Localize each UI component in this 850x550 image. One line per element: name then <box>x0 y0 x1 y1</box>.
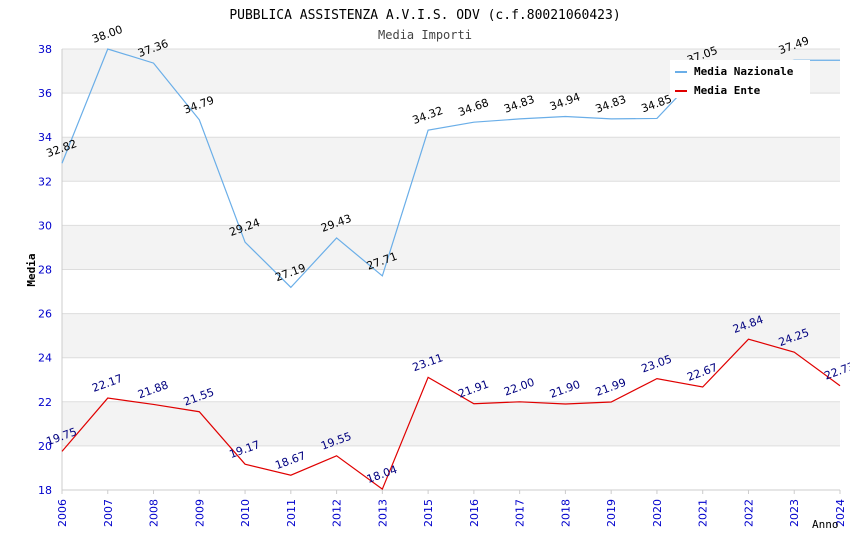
data-label: 21.90 <box>548 378 582 401</box>
grid-band <box>62 225 840 270</box>
x-tick-label: 2020 <box>651 499 664 527</box>
y-axis-label: Media <box>25 253 38 286</box>
series-line-media-ente <box>61 338 841 491</box>
x-tick-label: 2011 <box>285 499 298 527</box>
grid-lines <box>62 48 840 491</box>
grid-band <box>62 401 840 446</box>
data-label: 22.00 <box>502 376 536 399</box>
grid-band <box>62 313 840 358</box>
data-label: 34.68 <box>456 96 490 119</box>
data-label: 21.99 <box>594 376 628 399</box>
x-tick-label: 2006 <box>56 499 69 527</box>
chart-title: PUBBLICA ASSISTENZA A.V.I.S. ODV (c.f.80… <box>229 8 620 23</box>
data-label: 34.94 <box>548 90 582 113</box>
plot-background-bands <box>62 49 840 446</box>
data-label: 34.85 <box>640 92 674 115</box>
data-label: 18.67 <box>273 449 307 472</box>
x-tick-label: 2016 <box>468 499 481 527</box>
y-tick-label: 38 <box>38 43 52 56</box>
legend-box <box>670 60 810 98</box>
x-tick-label: 2023 <box>788 499 801 527</box>
y-tick-label: 34 <box>38 131 52 144</box>
x-tick-label: 2013 <box>376 499 389 527</box>
y-tick-label: 20 <box>38 440 52 453</box>
axes <box>61 49 840 491</box>
y-tick-label: 32 <box>38 175 52 188</box>
data-label: 34.83 <box>594 93 628 116</box>
legend-label-media-nazionale: Media Nazionale <box>694 65 794 78</box>
grid-band <box>62 137 840 182</box>
chart-subtitle: Media Importi <box>378 28 472 42</box>
x-tick-label: 2024 <box>834 499 847 527</box>
x-tick-label: 2019 <box>605 499 618 527</box>
y-tick-labels: 18 20 22 24 26 28 30 32 34 36 38 <box>38 43 52 497</box>
y-tick-label: 30 <box>38 219 52 232</box>
x-tick-label: 2009 <box>193 499 206 527</box>
x-tick-label: 2022 <box>742 499 755 527</box>
y-tick-label: 18 <box>38 484 52 497</box>
data-label: 34.83 <box>502 93 536 116</box>
data-label: 18.04 <box>365 463 399 486</box>
x-tick-label: 2015 <box>422 499 435 527</box>
data-label: 22.67 <box>685 361 719 384</box>
y-tick-label: 36 <box>38 87 52 100</box>
legend-label-media-ente: Media Ente <box>694 84 761 97</box>
x-tick-label: 2008 <box>148 499 161 527</box>
y-tick-label: 28 <box>38 264 52 277</box>
x-tick-label: 2010 <box>239 499 252 527</box>
data-label: 34.79 <box>182 94 216 117</box>
y-tick-label: 26 <box>38 308 52 321</box>
x-tick-label: 2018 <box>559 499 572 527</box>
x-tick-label: 2017 <box>514 499 527 527</box>
data-label: 21.88 <box>136 378 170 401</box>
x-tick-label: 2007 <box>102 499 115 527</box>
y-tick-label: 24 <box>38 352 52 365</box>
y-tick-label: 22 <box>38 396 52 409</box>
data-label: 38.00 <box>90 23 124 46</box>
legend: Media Nazionale Media Ente <box>670 60 810 98</box>
data-label: 21.91 <box>456 378 490 401</box>
x-tick-label: 2021 <box>697 499 710 527</box>
data-label: 22.17 <box>90 372 124 395</box>
x-tick-label: 2012 <box>331 499 344 527</box>
data-label: 34.32 <box>411 104 445 127</box>
x-tick-labels: 2006 2007 2008 2009 2010 2011 2012 2013 2015 2016… <box>56 490 847 527</box>
data-label: 22.73 <box>823 360 850 383</box>
x-axis-label: Anno <box>812 518 839 531</box>
